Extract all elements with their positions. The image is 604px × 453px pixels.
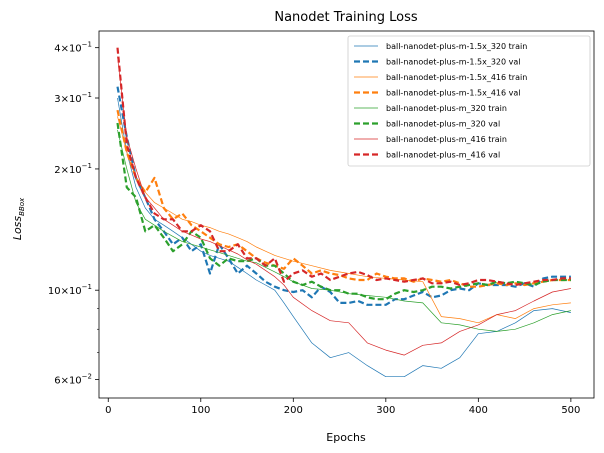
y-axis-label: LossBBox — [11, 197, 26, 240]
series-line-4 — [116, 109, 571, 288]
legend-label: ball-nanodet-plus-m-1.5x_320 val — [386, 58, 521, 67]
series-line-2 — [116, 86, 571, 306]
series-line-5 — [117, 129, 571, 332]
series-line-7 — [117, 56, 571, 356]
y-tick-label: 3×10−1 — [54, 91, 92, 105]
legend-label: ball-nanodet-plus-m_320 val — [386, 120, 500, 129]
x-tick-label: 100 — [191, 405, 210, 416]
y-tick-label: 6×10−2 — [54, 373, 92, 387]
legend-label: ball-nanodet-plus-m-1.5x_320 train — [386, 42, 527, 51]
chart-title: Nanodet Training Loss — [274, 10, 418, 25]
x-tick-label: 300 — [376, 405, 395, 416]
legend-box — [347, 35, 591, 167]
legend-label: ball-nanodet-plus-m-1.5x_416 train — [386, 73, 527, 82]
x-axis-label: Epochs — [326, 431, 366, 444]
y-axis: 4×10−1 3×10−1 2×10−1 10×10−1 6×10−2 — [48, 41, 99, 387]
plot-area — [116, 47, 571, 378]
y-tick-label: 4×10−1 — [54, 41, 92, 55]
x-tick-label: 500 — [561, 405, 580, 416]
legend-label: ball-nanodet-plus-m_416 val — [386, 151, 500, 160]
y-axis-label-main: Loss — [11, 216, 24, 241]
legend: ball-nanodet-plus-m-1.5x_320 train ball-n… — [347, 35, 591, 167]
x-tick-label: 400 — [469, 405, 488, 416]
legend-label: ball-nanodet-plus-m_320 train — [386, 104, 507, 113]
x-tick-label: 200 — [284, 405, 303, 416]
series-line-1 — [117, 97, 571, 378]
x-tick-label: 0 — [105, 405, 111, 416]
series-line-8 — [116, 47, 571, 287]
series-line-3 — [117, 116, 571, 324]
legend-label: ball-nanodet-plus-m-1.5x_416 val — [386, 89, 521, 98]
y-axis-label-sub: BBox — [18, 197, 26, 216]
x-axis: 0 100 200 300 400 500 — [105, 398, 580, 416]
plot-frame — [98, 30, 595, 399]
series-line-6 — [116, 122, 571, 301]
y-tick-label: 2×10−1 — [54, 162, 92, 176]
y-tick-label: 10×10−1 — [48, 283, 92, 297]
legend-label: ball-nanodet-plus-m_416 train — [386, 135, 507, 144]
